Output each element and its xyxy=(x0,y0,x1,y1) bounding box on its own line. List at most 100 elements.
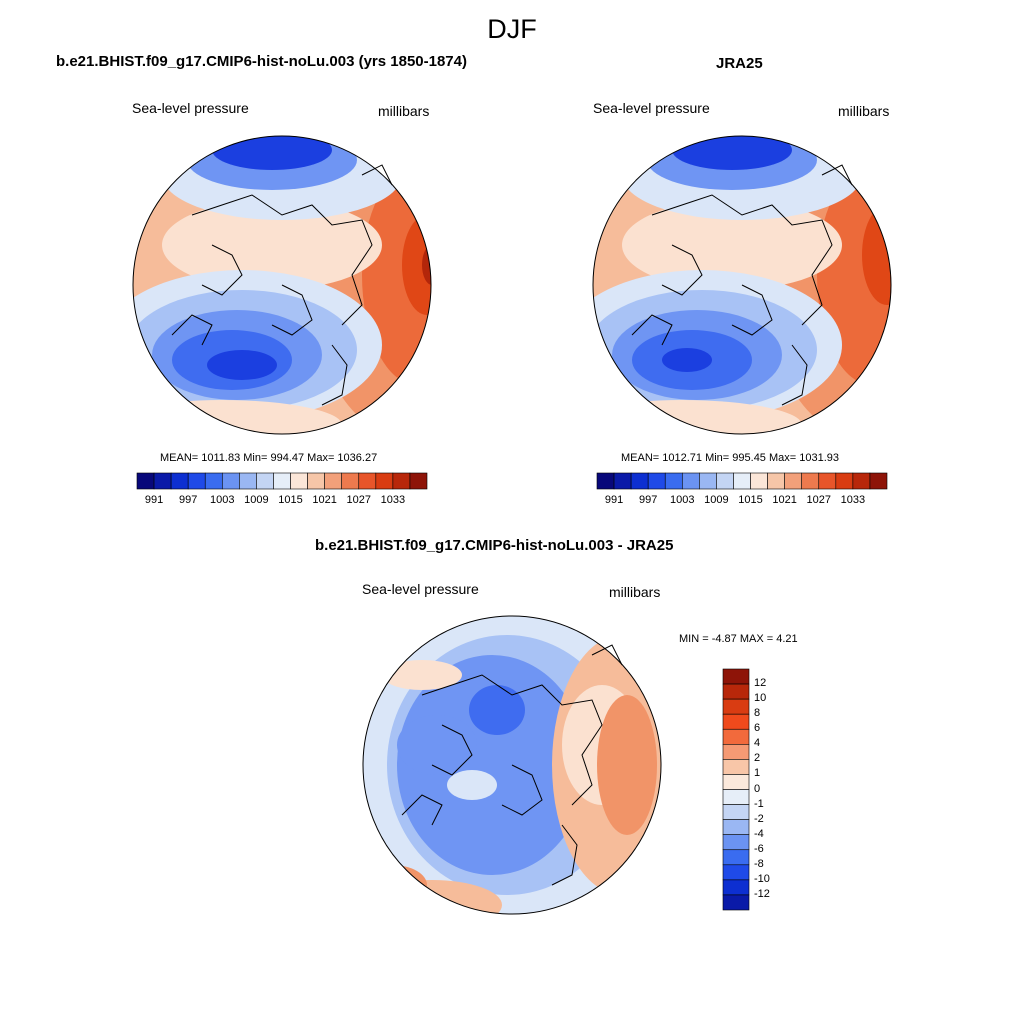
panel-2-colorbar xyxy=(596,472,888,490)
colorbar-swatch xyxy=(722,834,750,851)
colorbar-swatch xyxy=(801,472,820,490)
colorbar-tick-label: -12 xyxy=(754,887,770,900)
colorbar-swatch xyxy=(869,472,888,490)
colorbar-swatch xyxy=(722,759,750,775)
panel-2-title: JRA25 xyxy=(716,55,763,72)
colorbar-swatch xyxy=(136,472,155,490)
colorbar-tick-label: 10 xyxy=(754,692,767,705)
colorbar-tick-label: 1 xyxy=(754,767,761,780)
colorbar-tick-label: 997 xyxy=(178,494,198,506)
colorbar-tick-label: 991 xyxy=(144,494,164,506)
colorbar-tick-label: 1015 xyxy=(738,494,763,506)
panel-1-colorbar xyxy=(136,472,428,490)
colorbar-tick-label: -4 xyxy=(754,827,764,840)
colorbar-swatch xyxy=(733,472,751,490)
colorbar-tick-label: 12 xyxy=(754,677,767,690)
colorbar-swatch xyxy=(722,804,750,820)
colorbar-swatch xyxy=(767,472,785,490)
panel-3-units-label: millibars xyxy=(609,584,661,600)
colorbar-swatch xyxy=(722,728,750,745)
colorbar-tick-label: -6 xyxy=(754,842,764,855)
panel-1-title: b.e21.BHIST.f09_g17.CMIP6-hist-noLu.003 … xyxy=(56,53,467,70)
panel-1-variable-label: Sea-level pressure xyxy=(132,100,249,116)
colorbar-swatch xyxy=(170,472,189,490)
colorbar-swatch xyxy=(290,472,308,490)
panel-2-polar-map xyxy=(592,135,892,435)
colorbar-swatch xyxy=(153,472,172,490)
colorbar-swatch xyxy=(722,774,750,790)
colorbar-tick-label: 4 xyxy=(754,737,761,750)
colorbar-swatch xyxy=(722,819,750,835)
colorbar-tick-label: 1021 xyxy=(312,494,337,506)
colorbar-swatch xyxy=(392,472,411,490)
colorbar-tick-label: 1033 xyxy=(840,494,866,506)
colorbar-swatch xyxy=(722,744,750,760)
colorbar-tick-label: 6 xyxy=(754,722,761,735)
colorbar-swatch xyxy=(324,472,343,490)
colorbar-swatch xyxy=(596,472,615,490)
colorbar-swatch xyxy=(256,472,274,490)
colorbar-swatch xyxy=(722,683,750,700)
colorbar-swatch xyxy=(722,698,750,715)
colorbar-tick-label: 1003 xyxy=(210,494,235,506)
colorbar-tick-label: 997 xyxy=(638,494,658,506)
colorbar-tick-label: -2 xyxy=(754,812,764,825)
colorbar-swatch xyxy=(750,472,768,490)
colorbar-swatch xyxy=(699,472,717,490)
colorbar-swatch xyxy=(221,472,240,490)
colorbar-tick-label: 1027 xyxy=(806,494,831,506)
colorbar-swatch xyxy=(852,472,871,490)
colorbar-swatch xyxy=(722,879,750,896)
colorbar-swatch xyxy=(835,472,854,490)
panel-3-colorbar xyxy=(722,668,750,911)
panel-2-variable-label: Sea-level pressure xyxy=(593,100,710,116)
colorbar-tick-label: 1027 xyxy=(346,494,371,506)
colorbar-swatch xyxy=(664,472,683,490)
colorbar-tick-label: 1021 xyxy=(772,494,797,506)
colorbar-swatch xyxy=(722,894,750,911)
panel-3-title: b.e21.BHIST.f09_g17.CMIP6-hist-noLu.003 … xyxy=(315,537,674,554)
colorbar-swatch xyxy=(187,472,206,490)
panel-3-stats: MIN = -4.87 MAX = 4.21 xyxy=(679,633,798,645)
colorbar-tick-label: -10 xyxy=(754,872,770,885)
colorbar-tick-label: -1 xyxy=(754,797,764,810)
colorbar-swatch xyxy=(722,864,750,881)
map-boundary-circle xyxy=(132,135,432,435)
colorbar-swatch xyxy=(818,472,837,490)
colorbar-tick-label: 991 xyxy=(604,494,624,506)
colorbar-swatch xyxy=(204,472,223,490)
map-boundary-circle xyxy=(362,615,662,915)
colorbar-tick-label: 1015 xyxy=(278,494,303,506)
colorbar-swatch xyxy=(681,472,700,490)
colorbar-tick-label: -8 xyxy=(754,857,764,870)
colorbar-tick-label: 1003 xyxy=(670,494,695,506)
colorbar-swatch xyxy=(647,472,666,490)
colorbar-swatch xyxy=(239,472,257,490)
colorbar-swatch xyxy=(716,472,734,490)
colorbar-swatch xyxy=(722,713,750,730)
colorbar-swatch xyxy=(375,472,394,490)
colorbar-tick-label: 1009 xyxy=(244,494,269,506)
panel-1-units-label: millibars xyxy=(378,103,430,119)
panel-1-stats: MEAN= 1011.83 Min= 994.47 Max= 1036.27 xyxy=(160,452,378,464)
colorbar-swatch xyxy=(613,472,632,490)
colorbar-swatch xyxy=(273,472,291,490)
colorbar-swatch xyxy=(409,472,428,490)
colorbar-swatch xyxy=(307,472,325,490)
panel-1-polar-map xyxy=(132,135,432,435)
colorbar-swatch xyxy=(784,472,803,490)
colorbar-tick-label: 2 xyxy=(754,752,761,765)
map-boundary-circle xyxy=(592,135,892,435)
colorbar-tick-label: 1033 xyxy=(380,494,406,506)
colorbar-swatch xyxy=(358,472,377,490)
colorbar-swatch xyxy=(722,849,750,866)
colorbar-swatch xyxy=(722,789,750,805)
colorbar-swatch xyxy=(341,472,360,490)
panel-2-stats: MEAN= 1012.71 Min= 995.45 Max= 1031.93 xyxy=(621,452,840,464)
colorbar-tick-label: 0 xyxy=(754,782,761,795)
panel-3-polar-map xyxy=(362,615,662,915)
colorbar-swatch xyxy=(630,472,649,490)
panel-3-variable-label: Sea-level pressure xyxy=(362,581,479,597)
panel-2-units-label: millibars xyxy=(838,103,890,119)
figure-title: DJF xyxy=(487,14,537,44)
